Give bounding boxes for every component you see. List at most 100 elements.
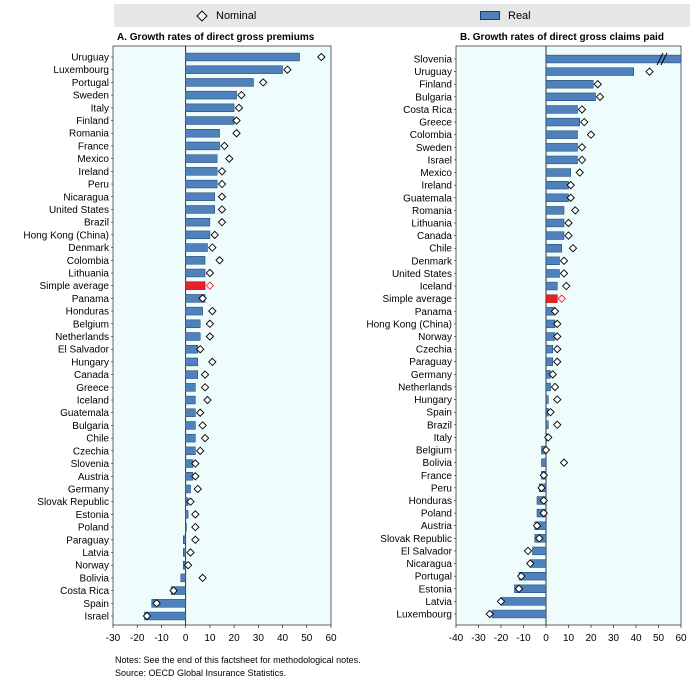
real-bar-a [185,116,235,125]
x-tick-label-a: 20 [229,633,241,644]
category-label-b: Nicaragua [406,559,452,570]
category-label-a: Slovenia [71,459,110,470]
real-bar-b [545,420,549,429]
nominal-marker-b [566,180,575,190]
real-bar-b [545,231,565,240]
real-bar-a [182,535,186,544]
category-label-a: Finland [76,116,109,127]
x-tick-label-a: 30 [253,633,265,644]
category-label-b: Poland [421,509,452,520]
category-label-a: Czechia [73,446,110,457]
category-label-b: El Salvador [401,546,453,557]
category-label-a: Iceland [77,396,109,407]
x-tick-label-b: 50 [653,633,665,644]
category-label-a: Honduras [66,307,109,318]
x-tick-label-b: 40 [630,633,642,644]
nominal-marker-b [526,559,535,568]
real-bar-a [180,573,186,583]
charts-svg: A. Growth rates of direct gross premiums… [23,32,687,644]
x-tick-label-b: 20 [585,633,597,644]
category-label-a: Hong Kong (China) [23,230,109,241]
nominal-marker-a [232,128,241,138]
plot-area-a [112,45,332,626]
real-bar-b [500,597,547,606]
category-label-a: Israel [85,612,109,623]
nominal-marker-b [553,395,562,404]
category-label-a: Nicaragua [63,192,109,203]
category-label-b: Chile [429,244,452,255]
category-label-b: Ireland [421,181,452,192]
legend-nominal-label: Nominal [216,9,257,22]
x-tick-label-a: 10 [204,633,216,644]
x-tick-label-a: 0 [183,633,189,644]
real-bar-a [185,192,215,201]
nominal-marker-a [208,306,217,316]
axis-break-line-2 [660,52,668,66]
notes-line: Notes: See the end of this factsheet for… [115,655,361,665]
category-label-a: Panama [72,294,110,305]
real-bar-a [185,332,201,341]
nominal-marker-a [186,497,195,506]
category-label-b: Paraguay [409,357,452,368]
nominal-marker-a [234,103,244,113]
real-bar-a [185,421,196,430]
legend-real: Real [480,4,531,27]
nominal-marker-a [283,65,292,74]
category-label-a: Chile [86,434,109,445]
category-label-b: Luxembourg [396,610,452,621]
real-bar-b [545,117,580,127]
real-bar-b [545,54,682,64]
real-bar-b [545,67,634,76]
category-label-b: Italy [434,433,452,444]
nominal-marker-b [532,521,542,530]
category-label-b: France [421,471,453,482]
category-label-b: Mexico [420,168,452,179]
x-tick-label-a: -30 [106,633,121,644]
nominal-marker-a [200,383,210,392]
nominal-marker-b [496,597,506,606]
real-bar-a [185,319,201,328]
nominal-marker-b [546,407,555,417]
category-label-a: Estonia [76,510,110,521]
nominal-marker-b [559,458,569,467]
category-label-b: Spain [426,408,452,419]
category-label-a: Greece [76,383,109,394]
category-label-a: Spain [83,599,109,610]
nominal-marker-b [553,420,562,430]
category-label-b: Czechia [416,345,453,356]
nominal-marker-b [564,231,573,240]
nominal-marker-a [217,167,227,176]
nominal-marker-a [225,154,234,163]
nominal-marker-b [539,508,548,518]
real-bar-b [532,546,547,556]
category-label-a: Denmark [68,243,110,254]
category-label-b: Netherlands [398,382,452,393]
category-label-a: Uruguay [71,53,109,64]
nominal-marker-b [571,206,580,215]
nominal-marker-b [514,584,524,594]
category-label-b: Simple average [383,294,453,305]
real-bar-a [185,256,206,265]
nominal-marker-a [205,319,215,329]
category-label-a: Slovak Republic [37,497,109,508]
nominal-marker-b [523,546,533,556]
category-label-b: Slovenia [414,55,453,66]
nominal-marker-a [195,408,205,417]
real-bar-a [185,522,187,532]
category-label-b: Lithuania [411,218,452,229]
category-label-a: Mexico [77,154,109,165]
nominal-marker-b [553,357,562,366]
nominal-marker-a [237,90,246,100]
real-bar-a [185,217,211,227]
category-label-b: Iceland [420,282,452,293]
category-label-a: Norway [75,561,109,572]
real-bar-a [185,230,211,240]
nominal-marker-a [205,332,215,341]
legend-real-label: Real [508,9,531,22]
nominal-marker-a [200,370,210,379]
x-tick-label-a: 50 [301,633,313,644]
x-tick-label-a: 60 [325,633,337,644]
nominal-marker-a [210,230,219,240]
category-label-a: Luxembourg [53,65,109,76]
x-tick-label-b: -30 [471,633,486,644]
